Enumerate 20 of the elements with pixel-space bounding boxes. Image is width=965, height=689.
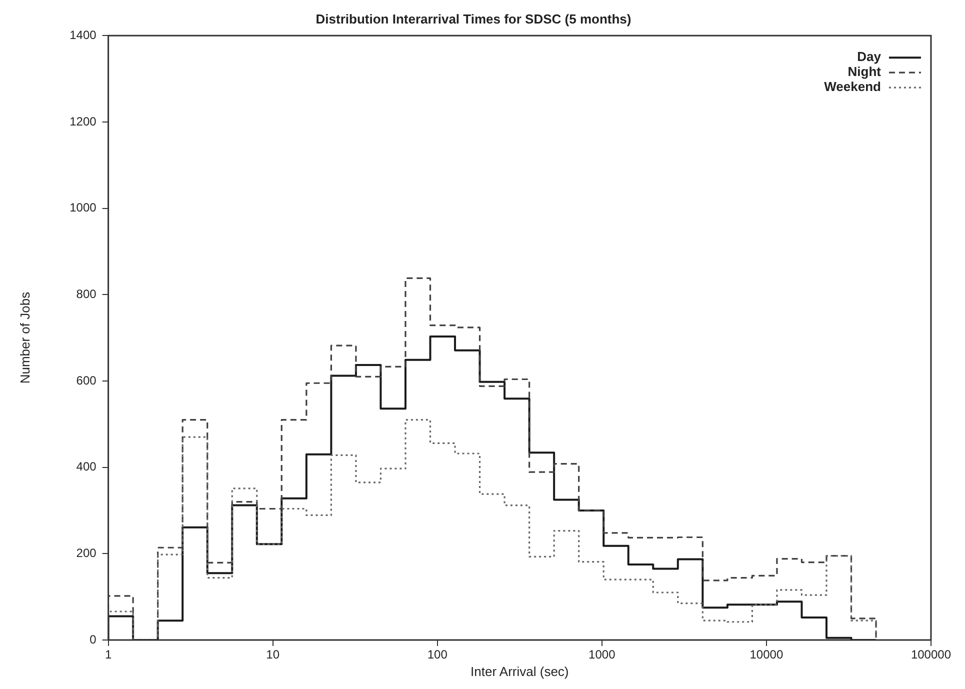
x-tick-label: 100000 xyxy=(910,648,952,662)
y-tick-label: 400 xyxy=(76,460,97,474)
legend-label: Weekend xyxy=(824,79,882,94)
y-tick-label: 600 xyxy=(76,373,97,388)
x-tick-label: 10 xyxy=(266,648,280,662)
y-axis-title: Number of Jobs xyxy=(17,291,32,384)
x-tick-label: 1 xyxy=(104,648,112,662)
x-tick-label: 1000 xyxy=(588,648,616,662)
chart-title: Distribution Interarrival Times for SDSC (5 months) xyxy=(316,11,632,26)
y-tick-label: 1400 xyxy=(70,28,97,42)
x-tick-label: 10000 xyxy=(750,648,784,662)
x-tick-label: 100 xyxy=(427,648,448,662)
x-axis-title: Inter Arrival (sec) xyxy=(470,664,569,679)
y-tick-label: 0 xyxy=(90,632,97,646)
y-tick-label: 800 xyxy=(76,286,97,301)
y-tick-label: 1200 xyxy=(70,114,97,128)
y-tick-label: 1000 xyxy=(70,200,97,215)
legend-label: Night xyxy=(848,64,882,80)
legend-label: Day xyxy=(857,49,882,64)
y-tick-label: 200 xyxy=(76,546,97,560)
